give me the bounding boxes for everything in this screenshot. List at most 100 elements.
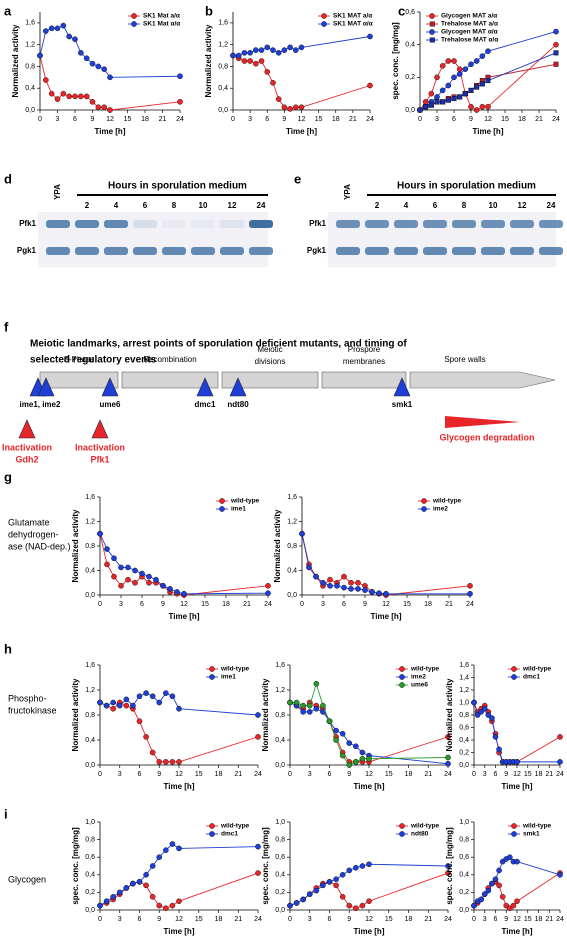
x-tick-label: 21 <box>545 916 553 923</box>
x-tick-label: 12 <box>513 916 521 923</box>
y-tick-label: 0,2 <box>459 889 469 896</box>
legend-marker <box>429 37 435 43</box>
y-tick-label: 0,4 <box>459 737 469 744</box>
legend-label: ime2 <box>411 674 426 681</box>
data-point <box>132 567 138 574</box>
stage-bar <box>39 371 119 389</box>
y-tick-label: 1,6 <box>85 494 95 501</box>
data-point <box>54 96 61 102</box>
data-point <box>258 58 265 64</box>
lane-label: 10 <box>199 201 208 210</box>
data-point <box>293 900 300 906</box>
x-tick-label: 0 <box>288 916 292 923</box>
data-point <box>355 579 361 586</box>
legend-marker <box>511 823 517 829</box>
lane-label: 4 <box>114 201 119 210</box>
x-tick-label: 0 <box>98 916 102 923</box>
blot-band <box>394 220 418 228</box>
data-point <box>510 902 517 909</box>
data-point <box>496 882 502 889</box>
y-tick-label: 0,2 <box>405 74 415 81</box>
y-tick-label: 0,4 <box>85 872 95 879</box>
data-point <box>54 25 61 32</box>
y-tick-label: 0,4 <box>405 42 415 49</box>
x-axis-label: Time [h] <box>169 612 200 621</box>
stage-label: S-Phase <box>64 355 95 364</box>
data-point <box>445 760 451 767</box>
data-point <box>169 841 176 847</box>
legend-label: ndt80 <box>411 831 429 838</box>
legend-marker <box>511 674 517 680</box>
data-point <box>492 734 499 740</box>
data-point <box>468 87 474 93</box>
stage-arrow <box>409 371 556 389</box>
y-axis-label: Normalized activity <box>261 678 270 751</box>
legend-label: wild-type <box>220 823 250 830</box>
data-point <box>320 702 326 709</box>
data-point <box>468 103 474 110</box>
blot-band <box>162 247 186 255</box>
data-point <box>334 583 340 589</box>
x-tick-label: 18 <box>535 916 543 923</box>
legend-marker <box>209 666 215 672</box>
data-point <box>264 69 271 75</box>
legend-marker <box>399 823 405 829</box>
data-point <box>320 882 326 889</box>
y-axis-label: Normalized activity <box>71 509 80 582</box>
data-point <box>479 53 486 59</box>
data-point <box>474 84 480 90</box>
x-tick-label: 6 <box>328 916 332 923</box>
x-tick-label: 6 <box>140 601 144 608</box>
row-label: Pgk1 <box>307 246 327 255</box>
y-tick-label: 1,0 <box>85 819 95 826</box>
x-tick-label: 24 <box>556 916 564 923</box>
y-tick-label: 1,6 <box>275 662 285 669</box>
panel-letter: b <box>205 3 213 18</box>
data-point <box>156 902 163 909</box>
blot-band <box>481 220 505 228</box>
data-point <box>103 898 110 905</box>
x-axis-label: Time [h] <box>354 782 385 791</box>
x-tick-label: 3 <box>248 116 252 123</box>
data-point <box>270 79 276 86</box>
data-point <box>149 749 156 756</box>
x-tick-label: 12 <box>175 916 183 923</box>
data-point <box>66 33 72 40</box>
data-point <box>462 66 469 72</box>
data-point <box>89 60 96 67</box>
data-point <box>346 902 353 909</box>
row-label: Pgk1 <box>17 246 37 255</box>
data-point <box>474 712 481 718</box>
x-tick-label: 12 <box>175 771 183 778</box>
x-tick-label: 9 <box>469 116 473 123</box>
x-axis-label: Time [h] <box>286 127 317 136</box>
data-point <box>471 699 477 706</box>
data-point <box>149 693 156 700</box>
data-point <box>300 709 306 715</box>
legend-label: ume6 <box>411 682 428 689</box>
data-point <box>348 579 354 586</box>
data-point <box>341 584 347 591</box>
x-tick-label: 21 <box>159 116 167 123</box>
y-tick-label: 0,8 <box>459 836 469 843</box>
data-point <box>496 867 502 874</box>
y-axis-label: Normalized activity <box>273 509 282 582</box>
y-tick-label: 0,4 <box>287 567 297 574</box>
data-point <box>496 746 502 753</box>
legend-marker <box>209 831 215 837</box>
y-tick-label: 0,6 <box>275 854 285 861</box>
data-point <box>255 843 261 850</box>
x-tick-label: 12 <box>298 116 306 123</box>
y-tick-label: 0,0 <box>275 907 285 914</box>
data-point <box>553 41 559 48</box>
data-point <box>313 573 319 580</box>
x-tick-label: 15 <box>385 771 393 778</box>
legend-label: SK1 MAT a/α <box>333 13 372 20</box>
data-point <box>300 702 306 709</box>
y-tick-label: 0,8 <box>275 836 285 843</box>
data-point <box>123 696 130 703</box>
data-point <box>557 759 563 765</box>
data-point <box>457 94 463 100</box>
data-point <box>103 702 110 709</box>
data-point <box>83 93 90 100</box>
